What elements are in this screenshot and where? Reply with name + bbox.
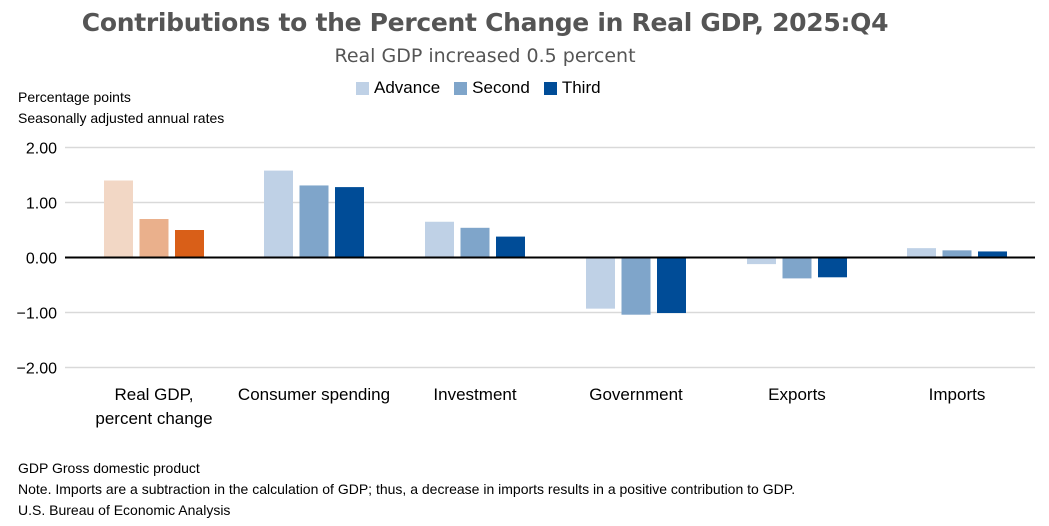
y-tick-label: −1.00 xyxy=(17,306,58,323)
x-tick-label: Investment xyxy=(433,385,516,404)
bar-advance xyxy=(747,257,776,265)
legend-item-advance: Advance xyxy=(356,78,440,98)
chart-title: Contributions to the Percent Change in R… xyxy=(81,8,889,37)
x-tick-label: Exports xyxy=(768,385,826,404)
bar-third xyxy=(978,251,1007,258)
legend-swatch xyxy=(543,81,557,95)
legend-swatch xyxy=(356,81,369,95)
footnote-note: Note. Imports are a subtraction in the c… xyxy=(18,481,796,497)
bar-advance xyxy=(264,170,293,258)
y-tick-label: 0.00 xyxy=(26,251,57,268)
bar-second xyxy=(942,250,972,258)
x-tick-label: Real GDP, xyxy=(114,385,193,404)
bar-advance xyxy=(425,221,454,258)
bar-second xyxy=(299,185,329,258)
source: U.S. Bureau of Economic Analysis xyxy=(18,502,231,518)
legend-label: Third xyxy=(561,78,601,97)
x-tick-label: Consumer spending xyxy=(238,385,390,404)
legend-item-second: Second xyxy=(454,78,530,98)
bar-third xyxy=(175,230,204,258)
y-tick-label: 2.00 xyxy=(26,141,57,158)
x-tick-label: percent change xyxy=(95,409,212,428)
footnote-gdp: GDP Gross domestic product xyxy=(18,460,200,476)
legend-label: Second xyxy=(472,78,530,97)
y-axis-label: Percentage points xyxy=(18,89,131,105)
legend-label: Advance xyxy=(374,78,441,97)
y-tick-label: −2.00 xyxy=(17,361,58,378)
bar-second xyxy=(621,257,651,315)
y-tick-label: 1.00 xyxy=(26,196,57,213)
legend-swatch xyxy=(454,81,468,95)
legend-item-third: Third xyxy=(543,78,601,98)
x-tick-label: Government xyxy=(589,385,683,404)
bar-third xyxy=(818,257,847,278)
y-axis-sublabel: Seasonally adjusted annual rates xyxy=(18,110,225,126)
bar-third xyxy=(496,236,525,258)
bar-advance xyxy=(907,248,936,258)
bar-advance xyxy=(104,180,133,258)
legend: Advance Second Third xyxy=(356,78,601,98)
x-tick-label: Imports xyxy=(929,385,986,404)
chart-subtitle: Real GDP increased 0.5 percent xyxy=(334,45,636,67)
bar-second xyxy=(460,227,490,258)
bar-third xyxy=(657,257,686,314)
bar-second xyxy=(782,257,812,279)
bar-advance xyxy=(586,257,615,309)
bar-third xyxy=(335,187,364,258)
bar-second xyxy=(139,219,169,258)
